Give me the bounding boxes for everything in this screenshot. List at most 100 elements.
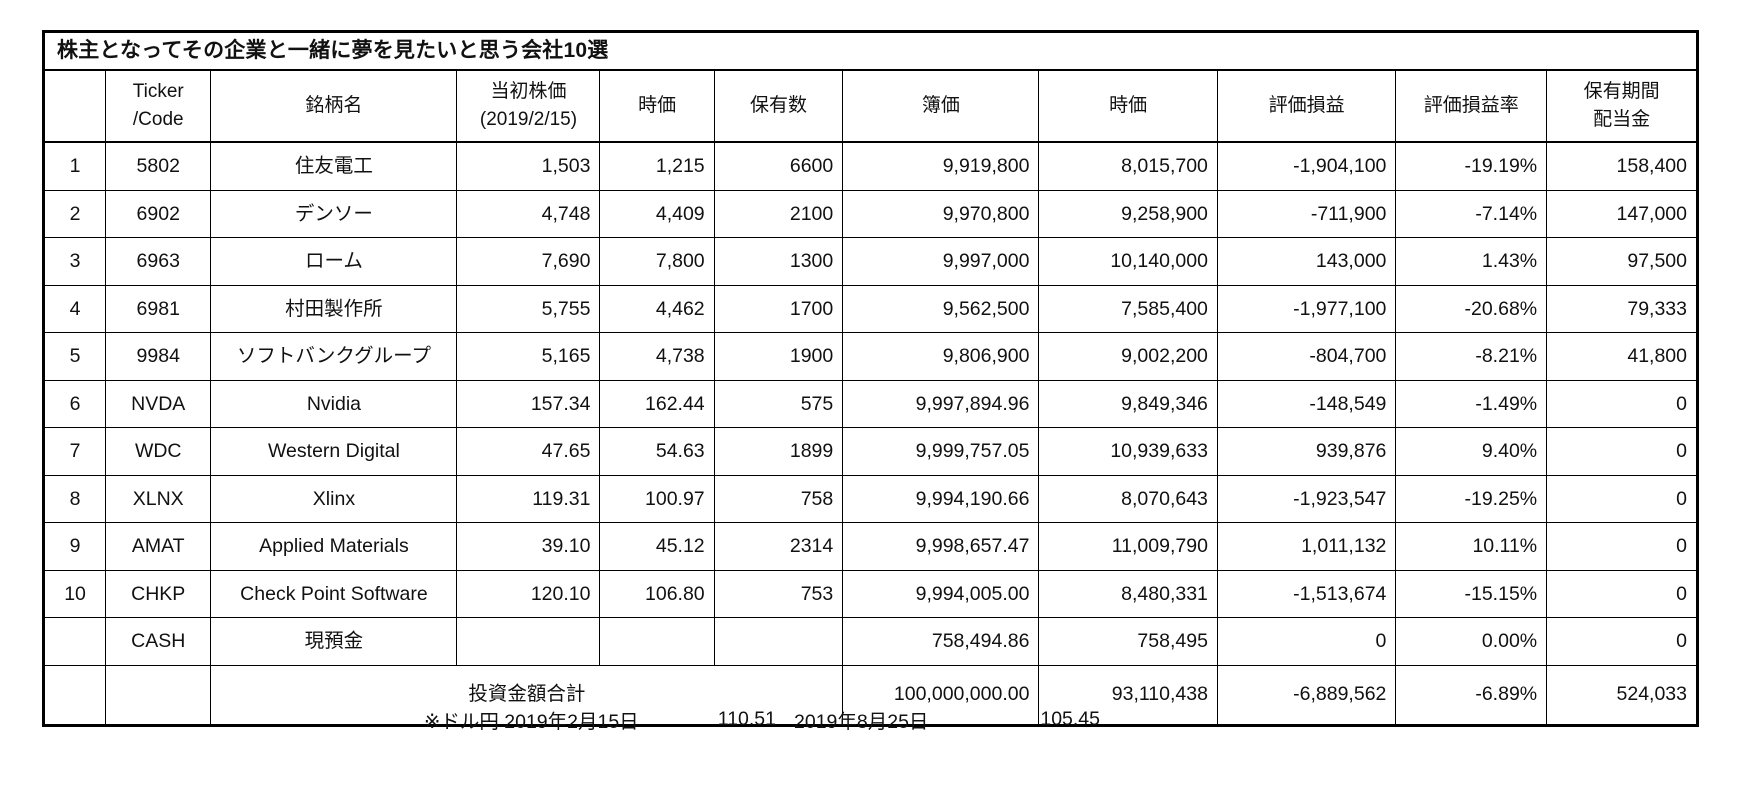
cell-book-value: 9,997,000 <box>842 237 1040 286</box>
cell-market-value: 8,480,331 <box>1038 569 1218 618</box>
cell-current-price: 4,409 <box>599 189 715 238</box>
column-header-book-value-line1: 簿価 <box>921 95 960 117</box>
cell-ticker: CASH <box>105 617 212 666</box>
cell-ticker: 6963 <box>105 237 212 286</box>
column-header-quantity: 保有数 <box>713 69 844 143</box>
cell-current-price: 4,462 <box>599 284 715 333</box>
cell-dividend: 41,800 <box>1546 332 1698 381</box>
cell-initial-price: 7,690 <box>456 237 601 286</box>
cell-stock-name: Nvidia <box>210 379 458 428</box>
table-row: 2 6902 デンソー 4,748 4,409 2100 9,970,800 9… <box>42 189 1698 238</box>
cell-quantity: 753 <box>713 569 844 618</box>
cell-quantity <box>713 617 844 666</box>
cell-index: 7 <box>42 427 107 476</box>
cell-quantity: 575 <box>713 379 844 428</box>
cell-dividend: 0 <box>1546 522 1698 571</box>
column-header-ticker-line1: Ticker <box>132 81 184 103</box>
column-header-index <box>42 69 107 143</box>
cell-ticker: CHKP <box>105 569 212 618</box>
cell-ticker: 6902 <box>105 189 212 238</box>
page-title: 株主となってその企業と一緒に夢を見たいと思う会社10選 <box>43 31 1698 71</box>
cell-dividend: 0 <box>1546 474 1698 523</box>
cell-current-price: 162.44 <box>599 379 715 428</box>
cell-book-value: 9,999,757.05 <box>842 427 1040 476</box>
cell-dividend: 79,333 <box>1546 284 1698 333</box>
cell-profit-loss: 0 <box>1216 617 1397 666</box>
cell-profit-loss-rate: -19.25% <box>1395 474 1548 523</box>
cell-dividend: 97,500 <box>1546 237 1698 286</box>
column-header-profit-loss-line1: 評価損益 <box>1268 95 1345 117</box>
cell-stock-name: Western Digital <box>210 427 458 476</box>
table-header-row: Ticker /Code 銘柄名 当初株価 (2019/2/15) 時価 保有数 <box>42 69 1698 143</box>
cell-profit-loss: -711,900 <box>1216 189 1397 238</box>
cell-stock-name: Xlinx <box>210 474 458 523</box>
cell-initial-price: 5,755 <box>456 284 601 333</box>
cell-profit-loss-rate: -7.14% <box>1395 189 1548 238</box>
cell-quantity: 1900 <box>713 332 844 381</box>
cell-stock-name: 村田製作所 <box>210 284 458 333</box>
cell-total-dividend: 524,033 <box>1546 664 1698 726</box>
cell-stock-name: ローム <box>210 237 458 286</box>
footnote-rate-2: 105.45 <box>1040 707 1100 730</box>
cell-book-value: 9,919,800 <box>842 141 1040 191</box>
cell-total-blank-index <box>42 664 107 726</box>
cell-total-book-value: 100,000,000.00 <box>842 664 1040 726</box>
cell-index: 10 <box>42 569 107 618</box>
cell-current-price <box>599 617 715 666</box>
cell-market-value: 10,140,000 <box>1038 237 1218 286</box>
cell-stock-name: 現預金 <box>210 617 458 666</box>
cell-index: 2 <box>42 189 107 238</box>
cell-quantity: 1899 <box>713 427 844 476</box>
cell-index: 3 <box>42 237 107 286</box>
cell-profit-loss: -1,904,100 <box>1216 141 1397 191</box>
cell-quantity: 2100 <box>713 189 844 238</box>
cell-profit-loss-rate: -1.49% <box>1395 379 1548 428</box>
cell-market-value: 9,002,200 <box>1038 332 1218 381</box>
cell-dividend: 0 <box>1546 379 1698 428</box>
column-header-profit-loss-rate-line1: 評価損益率 <box>1423 95 1519 117</box>
cell-market-value: 11,009,790 <box>1038 522 1218 571</box>
portfolio-table: 株主となってその企業と一緒に夢を見たいと思う会社10選 Ticker /Code… <box>42 30 1699 727</box>
cell-profit-loss: -1,513,674 <box>1216 569 1397 618</box>
cell-book-value: 9,997,894.96 <box>842 379 1040 428</box>
cell-stock-name: Check Point Software <box>210 569 458 618</box>
cell-dividend: 0 <box>1546 427 1698 476</box>
column-header-dividend: 保有期間 配当金 <box>1546 69 1698 143</box>
cell-index: 6 <box>42 379 107 428</box>
cell-quantity: 2314 <box>713 522 844 571</box>
cell-current-price: 100.97 <box>599 474 715 523</box>
cell-ticker: AMAT <box>105 522 212 571</box>
cell-profit-loss-rate: 10.11% <box>1395 522 1548 571</box>
cell-stock-name: デンソー <box>210 189 458 238</box>
cell-dividend: 158,400 <box>1546 141 1698 191</box>
column-header-ticker-line2: /Code <box>132 109 184 130</box>
cell-book-value: 758,494.86 <box>842 617 1040 666</box>
cell-initial-price: 5,165 <box>456 332 601 381</box>
cell-book-value: 9,562,500 <box>842 284 1040 333</box>
cell-market-value: 7,585,400 <box>1038 284 1218 333</box>
cell-market-value: 9,849,346 <box>1038 379 1218 428</box>
column-header-ticker: Ticker /Code <box>105 69 212 143</box>
cell-current-price: 54.63 <box>599 427 715 476</box>
column-header-dividend-line1: 保有期間 <box>1583 81 1660 103</box>
cell-current-price: 45.12 <box>599 522 715 571</box>
column-header-dividend-line2: 配当金 <box>1593 109 1651 130</box>
cell-market-value: 9,258,900 <box>1038 189 1218 238</box>
cell-index: 5 <box>42 332 107 381</box>
footnote-rate-1: 110.51 <box>717 707 776 730</box>
table-row: 10 CHKP Check Point Software 120.10 106.… <box>42 569 1698 618</box>
cell-total-profit-loss-rate: -6.89% <box>1395 664 1548 726</box>
cell-stock-name: 住友電工 <box>210 141 458 191</box>
cell-profit-loss: 1,011,132 <box>1216 522 1397 571</box>
cell-index: 1 <box>42 141 107 191</box>
column-header-market-value: 時価 <box>1038 69 1218 143</box>
cell-initial-price: 39.10 <box>456 522 601 571</box>
table-row-cash: CASH 現預金 758,494.86 758,495 0 0.00% 0 <box>42 617 1698 666</box>
table-row: 1 5802 住友電工 1,503 1,215 6600 9,919,800 8… <box>42 141 1698 191</box>
cell-book-value: 9,994,190.66 <box>842 474 1040 523</box>
cell-total-blank-ticker <box>105 664 212 726</box>
cell-quantity: 1300 <box>713 237 844 286</box>
cell-current-price: 7,800 <box>599 237 715 286</box>
column-header-book-value: 簿価 <box>842 69 1040 143</box>
cell-initial-price: 47.65 <box>456 427 601 476</box>
